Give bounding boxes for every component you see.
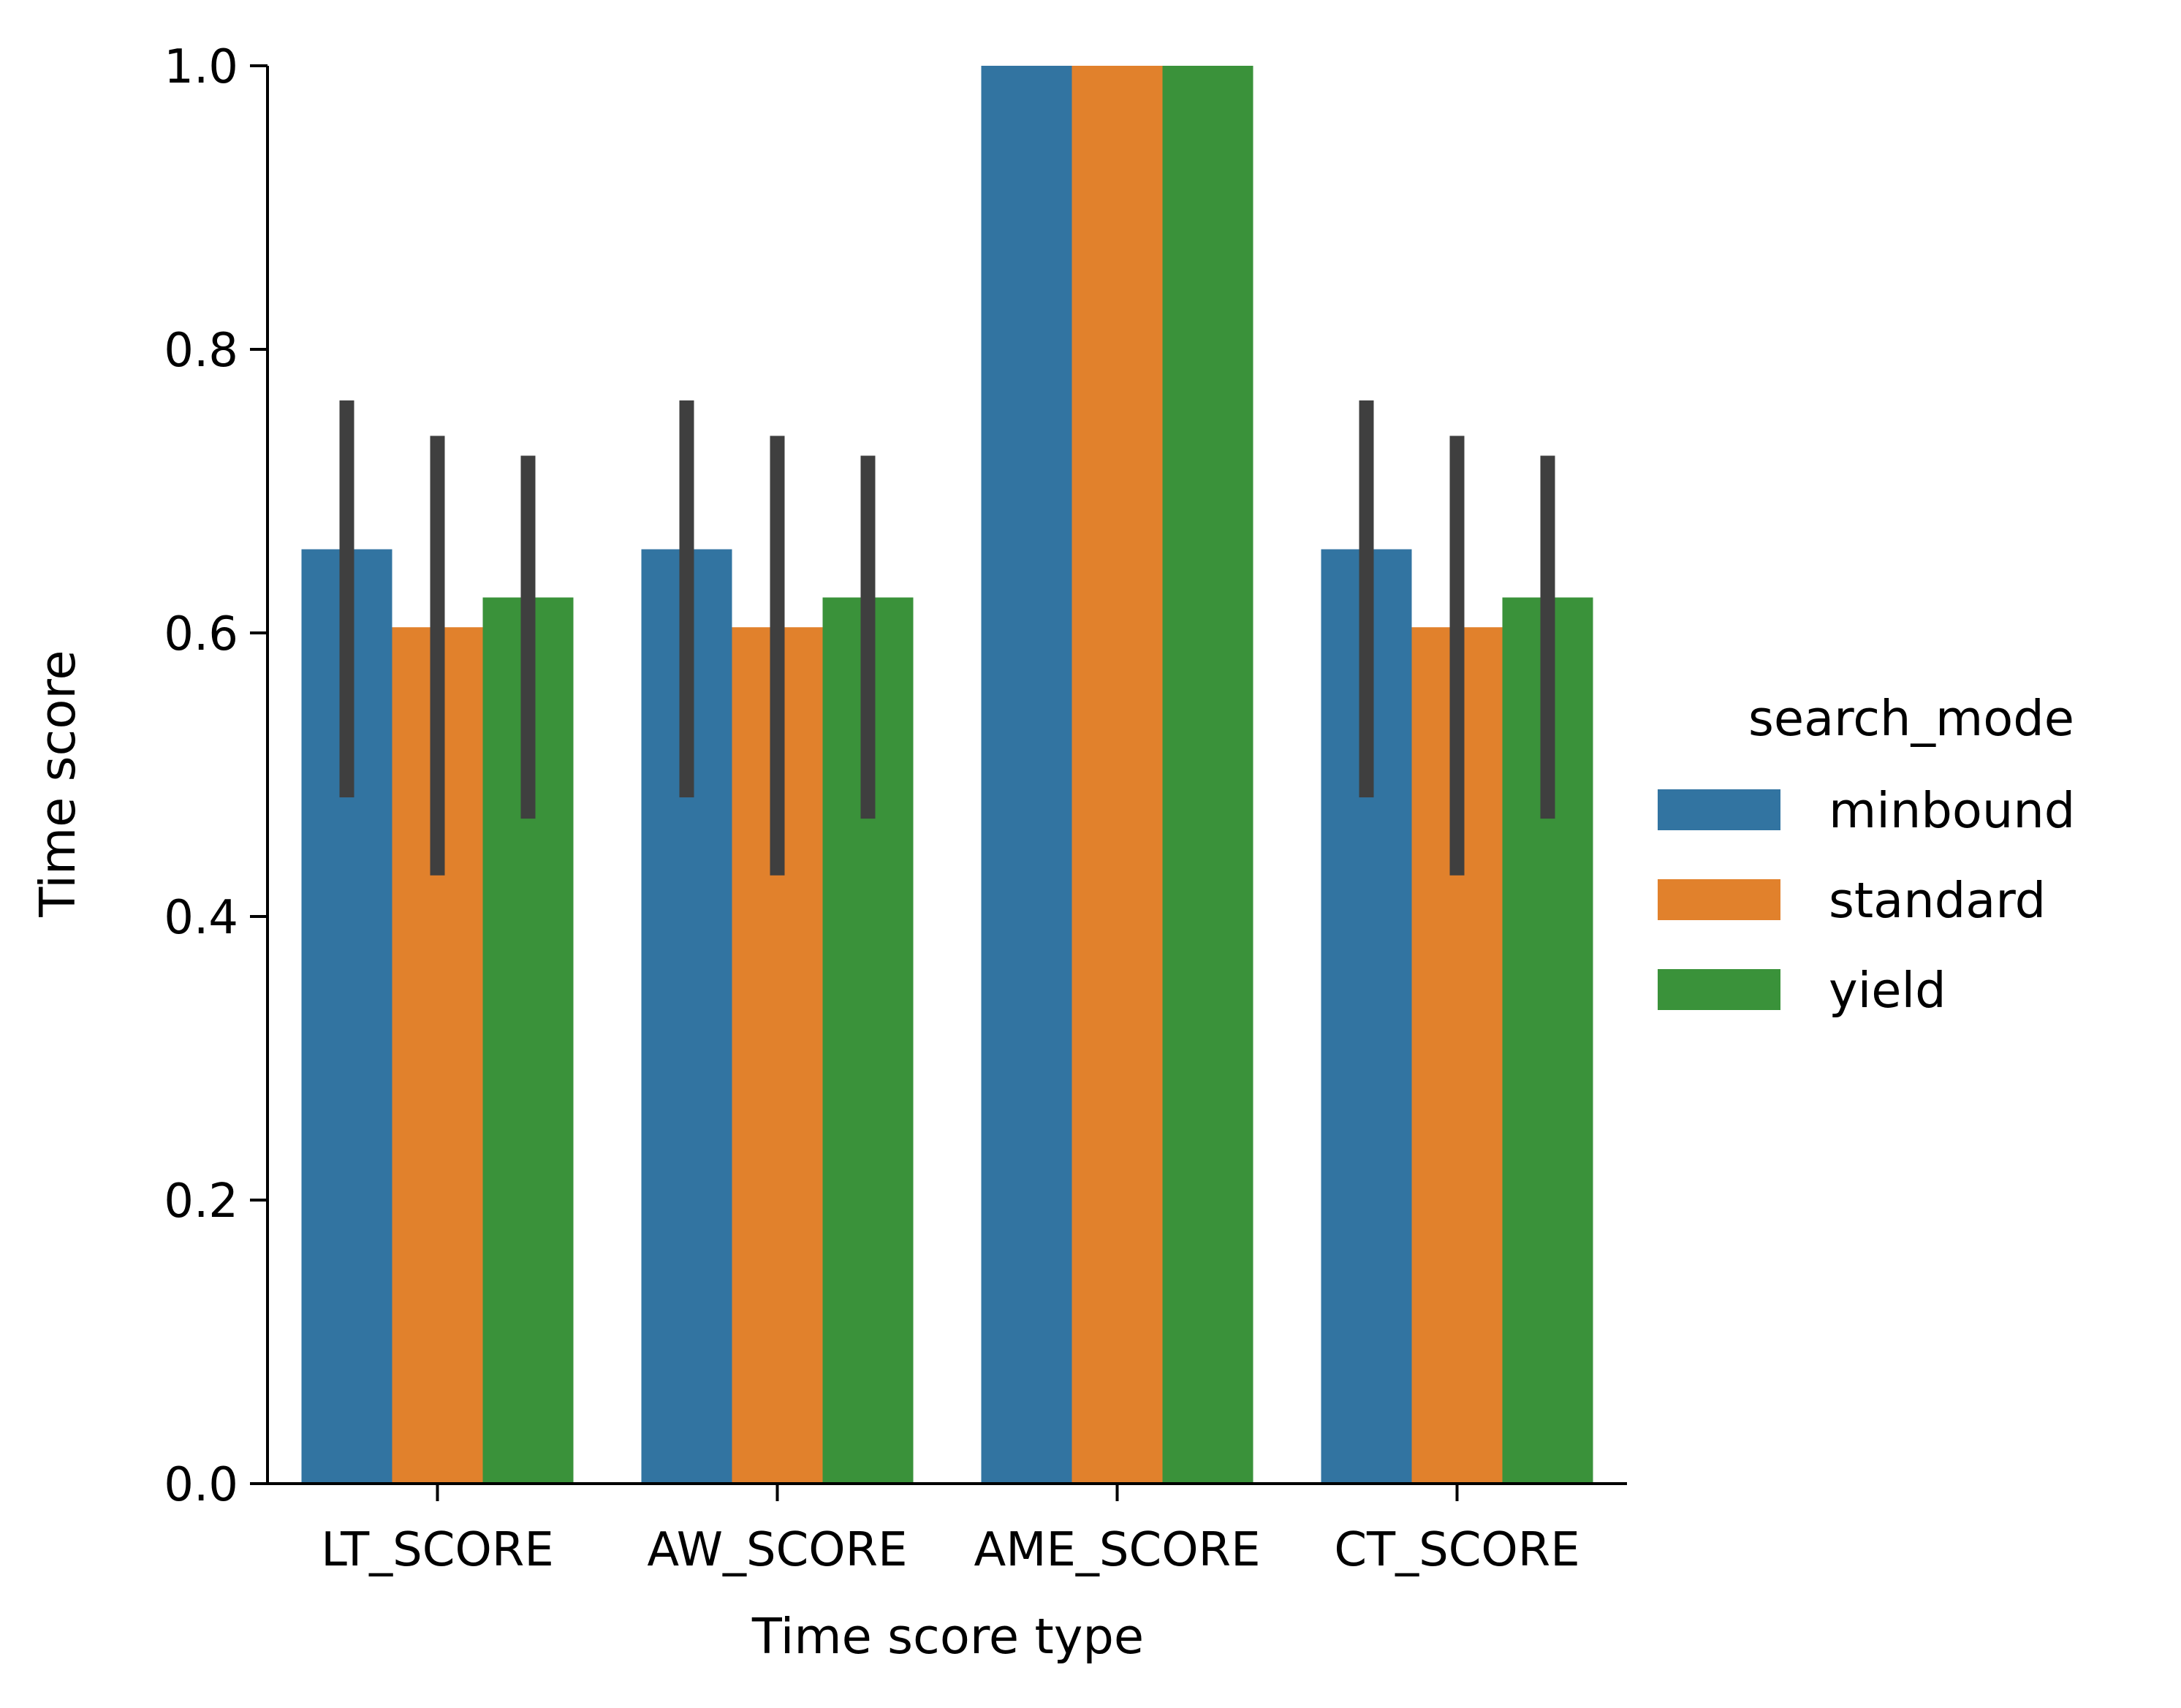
legend-swatch-standard: [1658, 879, 1780, 920]
axes-layer: 0.0 0.2 0.4 0.6 0.8 1.0 LT_SCORE AW_SCORE AME_SC…: [164, 40, 1627, 1577]
bar-yield-ame_score: [1162, 66, 1253, 1484]
legend-title: search_mode: [1748, 690, 2074, 747]
y-tick-label: 0.6: [164, 607, 238, 661]
y-tick-label: 0.0: [164, 1458, 238, 1512]
bar-standard-ame_score: [1071, 66, 1163, 1484]
bar-minbound-ame_score: [981, 66, 1072, 1484]
y-tick-label: 0.4: [164, 891, 238, 945]
legend-label-minbound: minbound: [1829, 782, 2075, 839]
errorbars-layer: [339, 400, 1555, 876]
x-tick-label: CT_SCORE: [1334, 1523, 1579, 1577]
x-tick-label: LT_SCORE: [321, 1523, 554, 1577]
y-tick-label: 0.2: [164, 1174, 238, 1229]
y-tick-label: 0.8: [164, 324, 238, 378]
legend-swatch-yield: [1658, 969, 1780, 1010]
x-tick-label: AW_SCORE: [647, 1523, 907, 1577]
x-tick-label: AME_SCORE: [974, 1523, 1260, 1577]
legend-label-yield: yield: [1829, 962, 1946, 1019]
y-axis-label: Time score: [29, 650, 86, 917]
legend: search_mode minbound standard yield: [1658, 690, 2075, 1019]
y-tick-label: 1.0: [164, 40, 238, 94]
bars-layer: [301, 66, 1593, 1484]
legend-swatch-minbound: [1658, 789, 1780, 830]
legend-label-standard: standard: [1829, 872, 2046, 929]
x-axis-label: Time score type: [751, 1608, 1144, 1665]
